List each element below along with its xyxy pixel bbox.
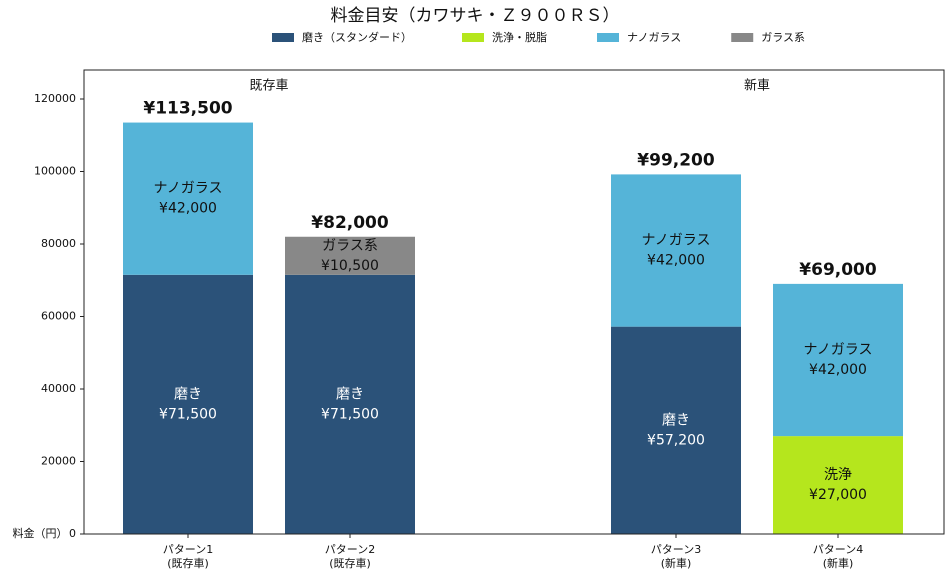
y-axis-label: 料金（円） xyxy=(13,526,68,540)
segment-label: ガラス系 xyxy=(322,238,378,254)
group-label: 既存車 xyxy=(249,79,288,94)
segment-value-label: ¥27,000 xyxy=(809,487,867,503)
segment-label: 磨き xyxy=(336,386,364,402)
group-label: 新車 xyxy=(744,78,770,94)
total-label: ¥69,000 xyxy=(799,260,877,280)
y-tick-label: 20000 xyxy=(41,455,76,468)
x-tick-label: (既存車) xyxy=(167,556,209,570)
bar-segment xyxy=(123,122,253,275)
total-label: ¥82,000 xyxy=(311,213,389,233)
legend-label: 磨き（スタンダード） xyxy=(302,30,412,44)
legend-swatch xyxy=(272,33,294,42)
segment-value-label: ¥71,500 xyxy=(159,406,217,422)
y-tick-label: 60000 xyxy=(41,310,76,323)
legend-swatch xyxy=(597,33,619,42)
bar-segment xyxy=(123,274,253,534)
x-tick-label: (新車) xyxy=(661,556,692,570)
segment-value-label: ¥42,000 xyxy=(809,362,867,378)
legend-swatch xyxy=(462,33,484,42)
legend-label: ガラス系 xyxy=(761,31,805,44)
x-tick-label: (既存車) xyxy=(329,556,371,570)
bar-segment xyxy=(285,274,415,534)
y-tick-label: 0 xyxy=(69,527,76,540)
total-label: ¥113,500 xyxy=(143,99,232,119)
segment-label: ナノガラス xyxy=(641,233,710,249)
bar-segment xyxy=(773,283,903,437)
x-tick-label: パターン2 xyxy=(325,543,375,556)
segment-label: ナノガラス xyxy=(153,181,222,197)
segment-label: 磨き xyxy=(174,386,202,402)
segment-label: 磨き xyxy=(662,412,690,428)
total-label: ¥99,200 xyxy=(637,150,715,170)
x-tick-label: パターン3 xyxy=(651,543,701,556)
segment-value-label: ¥57,200 xyxy=(647,432,705,448)
y-tick-label: 40000 xyxy=(41,382,76,395)
y-tick-label: 80000 xyxy=(41,237,76,250)
segment-value-label: ¥42,000 xyxy=(159,201,217,217)
x-tick-label: パターン4 xyxy=(813,543,863,556)
bar-segment xyxy=(611,326,741,534)
segment-value-label: ¥42,000 xyxy=(647,253,705,269)
y-tick-label: 100000 xyxy=(34,165,76,178)
bar-segment xyxy=(611,174,741,327)
legend-label: 洗浄・脱脂 xyxy=(492,30,547,44)
segment-label: 洗浄 xyxy=(824,467,852,483)
legend-label: ナノガラス xyxy=(627,31,681,44)
segment-value-label: ¥10,500 xyxy=(321,258,379,274)
segment-label: ナノガラス xyxy=(803,342,872,358)
segment-value-label: ¥71,500 xyxy=(321,406,379,422)
bar-segment xyxy=(773,436,903,534)
legend-swatch xyxy=(731,33,754,42)
chart-title: 料金目安（カワサキ・Ｚ９００ＲＳ） xyxy=(331,6,620,26)
bar-segment xyxy=(285,236,415,275)
y-tick-label: 120000 xyxy=(34,92,76,105)
x-tick-label: パターン1 xyxy=(163,543,213,556)
x-tick-label: (新車) xyxy=(823,556,854,570)
